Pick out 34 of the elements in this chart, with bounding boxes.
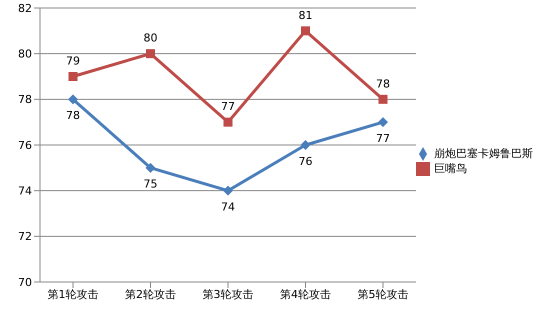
point xyxy=(378,94,388,104)
y-tick-label: 78 xyxy=(18,93,32,106)
x-tick-label: 第2轮攻击 xyxy=(125,288,176,301)
legend-label: 崩炮巴塞卡姆鲁巴斯 xyxy=(434,147,533,160)
y-tick-label: 72 xyxy=(18,230,32,244)
point xyxy=(146,49,155,58)
y-tick-label: 76 xyxy=(18,138,32,152)
point xyxy=(378,117,388,128)
y-tick-label: 70 xyxy=(18,276,32,289)
data-label: 80 xyxy=(144,32,158,45)
data-label: 77 xyxy=(221,100,235,114)
x-tick-label: 第4轮攻击 xyxy=(280,288,331,301)
point xyxy=(68,72,78,81)
data-label: 75 xyxy=(144,178,158,191)
x-tick-label: 第3轮攻击 xyxy=(202,288,254,301)
point xyxy=(146,162,156,173)
data-label: 78 xyxy=(66,109,80,122)
y-tick-label: 82 xyxy=(18,2,32,15)
x-tick-label: 第1轮攻击 xyxy=(48,288,98,301)
x-tick-label: 第5轮攻击 xyxy=(358,288,408,301)
point xyxy=(223,186,233,196)
data-label: 74 xyxy=(221,200,235,214)
data-label: 77 xyxy=(376,132,390,145)
data-label: 81 xyxy=(298,8,312,22)
data-label: 76 xyxy=(298,154,312,168)
point xyxy=(224,118,232,127)
point xyxy=(301,26,310,36)
y-tick-label: 74 xyxy=(18,184,32,198)
data-label: 79 xyxy=(66,54,80,68)
y-tick-label: 80 xyxy=(18,48,32,61)
point xyxy=(300,140,310,150)
data-label: 78 xyxy=(376,77,390,90)
legend-label: 巨嘴鸟 xyxy=(434,162,467,175)
point xyxy=(68,94,78,104)
